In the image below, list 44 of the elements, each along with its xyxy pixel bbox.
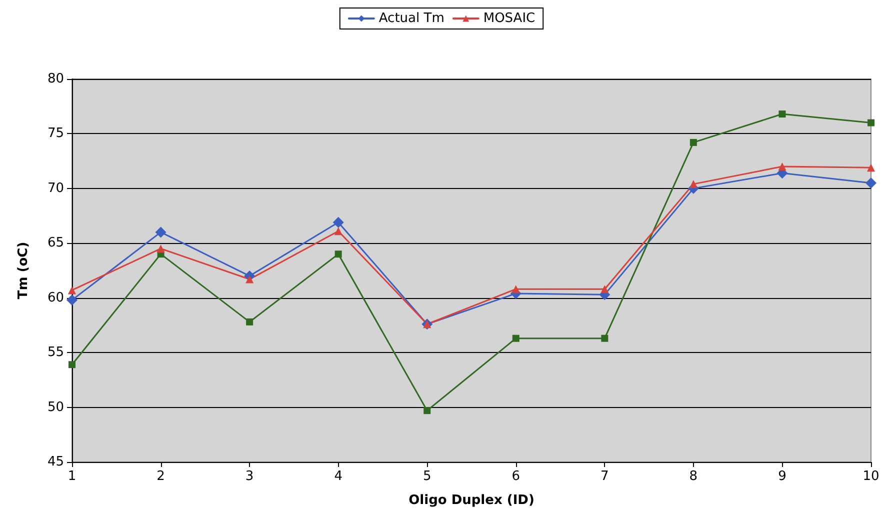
y-tick-label: 80	[47, 72, 64, 86]
point	[778, 162, 786, 171]
point	[868, 119, 874, 126]
point	[246, 318, 254, 326]
point	[332, 216, 344, 228]
x-tick-label: 9	[778, 469, 786, 484]
x-tick-label: 5	[422, 469, 432, 484]
point	[424, 407, 431, 414]
x-tick-label: 6	[512, 469, 520, 484]
point	[600, 285, 609, 294]
legend-label: MOSAIC	[483, 11, 536, 26]
x-tick-label: 10	[862, 469, 880, 484]
point	[512, 285, 520, 294]
point	[689, 180, 698, 188]
x-tick-label: 8	[689, 469, 698, 484]
point	[867, 164, 875, 172]
y-tick-label: 70	[47, 180, 64, 196]
point	[246, 275, 254, 284]
y-tick-label: 50	[47, 400, 64, 415]
x-tick-label: 7	[600, 469, 609, 484]
y-tick-label: 55	[47, 345, 64, 360]
point	[156, 244, 165, 253]
y-tick-label: 75	[47, 126, 64, 142]
point	[601, 334, 608, 342]
point	[334, 250, 342, 258]
y-tick-label: 45	[47, 454, 64, 470]
y-tick-label: 60	[47, 290, 64, 306]
point	[690, 138, 697, 146]
legend-label: Actual Tm	[378, 11, 444, 26]
x-tick-label: 1	[68, 469, 76, 484]
x-tick-label: 3	[245, 469, 254, 484]
y-tick-label: 65	[47, 236, 64, 251]
x-tick-label: 4	[334, 469, 342, 484]
point	[334, 227, 342, 236]
point	[155, 226, 166, 238]
point	[68, 361, 76, 368]
point	[778, 110, 786, 118]
x-axis-title: Oligo Duplex (ID)	[408, 493, 534, 508]
point	[512, 334, 520, 342]
x-tick-label: 2	[156, 469, 165, 484]
point	[66, 294, 78, 306]
point	[68, 286, 76, 294]
y-axis-title: Tm (oC)	[16, 242, 31, 300]
point	[866, 177, 876, 188]
